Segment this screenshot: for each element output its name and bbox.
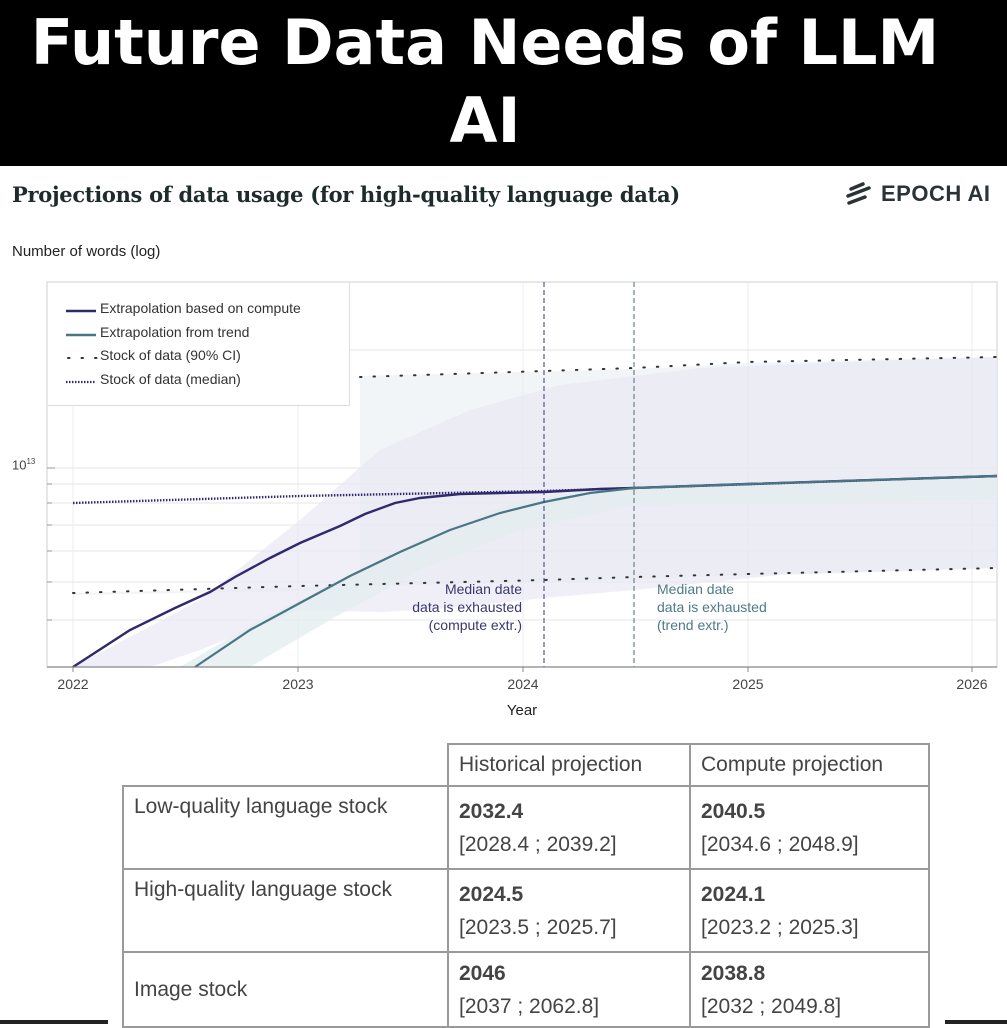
table-header-blank bbox=[123, 744, 449, 787]
legend-swatch-sparse-dots bbox=[66, 350, 98, 360]
stock-ci-upper-line bbox=[359, 356, 998, 378]
trend-extrapolation-line bbox=[194, 474, 998, 668]
compute-cell: 2024.1 [2023.2 ; 2025.3] bbox=[689, 868, 930, 953]
table-row: Low-quality language stock 2032.4 [2028.4… bbox=[122, 785, 930, 870]
table-header-compute: Compute projection bbox=[689, 743, 930, 787]
legend-item-compute: Extrapolation based on compute bbox=[66, 300, 301, 316]
trend-uncertainty-band bbox=[180, 476, 997, 667]
x-tick-2023: 2023 bbox=[282, 676, 314, 692]
x-tick-2026: 2026 bbox=[956, 676, 988, 692]
historical-cell: 2046 [2037 ; 2062.8] bbox=[447, 951, 691, 1028]
stock-ci-lower-line bbox=[72, 567, 998, 594]
legend-swatch-solid-navy bbox=[66, 303, 98, 313]
table-row: Image stock 2046 [2037 ; 2062.8] 2038.8 [2… bbox=[122, 951, 930, 1028]
compute-cell: 2038.8 [2032 ; 2049.8] bbox=[689, 951, 930, 1028]
row-label: Low-quality language stock bbox=[122, 785, 449, 870]
banner-title-line1: Future Data Needs of LLM bbox=[30, 6, 940, 79]
exhaustion-summary-table: Historical projection Compute projection… bbox=[122, 743, 930, 1028]
epoch-logo: EPOCH AI bbox=[845, 181, 991, 207]
epoch-logo-icon bbox=[846, 182, 871, 205]
banner-title: Future Data Needs of LLM AI bbox=[0, 4, 970, 160]
x-tick-2022: 2022 bbox=[57, 676, 89, 692]
banner-title-line2: AI bbox=[449, 84, 521, 157]
legend-item-stock-ci: Stock of data (90% CI) bbox=[66, 347, 241, 363]
historical-cell: 2024.5 [2023.5 ; 2025.7] bbox=[447, 868, 691, 953]
bottom-edge-bar-right bbox=[945, 1020, 1007, 1024]
x-tick-2025: 2025 bbox=[732, 676, 764, 692]
chart-title: Projections of data usage (for high-qual… bbox=[12, 182, 680, 207]
title-banner: Future Data Needs of LLM AI bbox=[0, 0, 1007, 166]
y-axis-label: Number of words (log) bbox=[12, 243, 161, 260]
y-tick-1e13: 1013 bbox=[12, 457, 36, 473]
legend-item-stock-median: Stock of data (median) bbox=[66, 371, 241, 387]
chart-legend: Extrapolation based on compute Extrapola… bbox=[48, 283, 350, 406]
x-axis-label: Year bbox=[506, 702, 538, 719]
table-header-row: Historical projection Compute projection bbox=[123, 743, 930, 787]
annotation-trend-exhaustion: Median date data is exhausted (trend ext… bbox=[657, 581, 767, 633]
logo-text: EPOCH AI bbox=[881, 181, 991, 206]
x-axis-ticks bbox=[72, 667, 973, 672]
row-label: Image stock bbox=[122, 951, 449, 1028]
annotation-compute-exhaustion: Median date data is exhausted (compute e… bbox=[412, 581, 522, 633]
compute-extrapolation-line bbox=[72, 474, 998, 669]
table-row: High-quality language stock 2024.5 [2023.… bbox=[122, 868, 930, 953]
legend-swatch-dense-dots bbox=[66, 374, 98, 384]
legend-swatch-solid-teal bbox=[66, 327, 98, 337]
x-tick-2024: 2024 bbox=[507, 676, 539, 692]
historical-cell: 2032.4 [2028.4 ; 2039.2] bbox=[447, 785, 691, 870]
compute-cell: 2040.5 [2034.6 ; 2048.9] bbox=[689, 785, 930, 870]
bottom-edge-bar-left bbox=[0, 1020, 108, 1024]
table-header-historical: Historical projection bbox=[447, 743, 691, 787]
row-label: High-quality language stock bbox=[122, 868, 449, 953]
legend-item-trend: Extrapolation from trend bbox=[66, 324, 249, 340]
y-axis-ticks bbox=[47, 467, 55, 621]
